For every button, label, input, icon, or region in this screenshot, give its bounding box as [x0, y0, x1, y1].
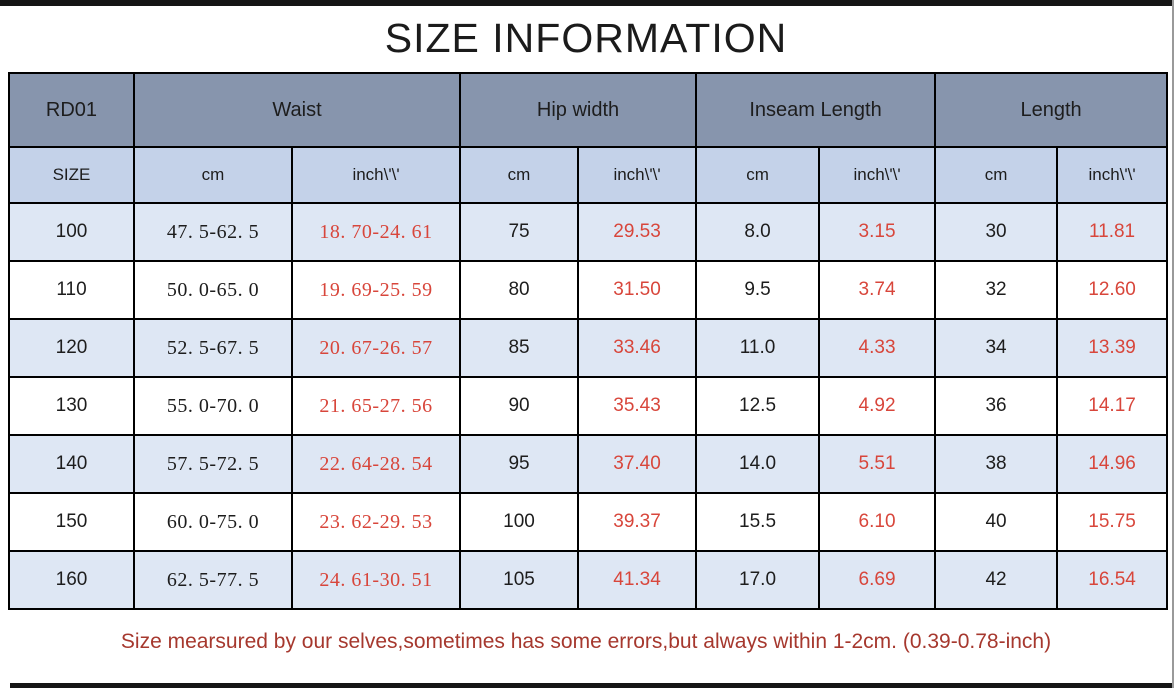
inseam-inch-cell: 3.15 [818, 202, 937, 262]
size-cell: 160 [8, 550, 135, 610]
waist-cm-cell: 50. 0-65. 0 [133, 260, 293, 320]
waist-cm-cell: 60. 0-75. 0 [133, 492, 293, 552]
hip-cm-cell: 90 [459, 376, 580, 436]
size-cell: 130 [8, 376, 135, 436]
size-cell: 100 [8, 202, 135, 262]
length-cm-cell: 32 [934, 260, 1059, 320]
group-header-row: RD01 Waist Hip width Inseam Length Lengt… [8, 72, 1169, 148]
measurement-disclaimer: Size mearsured by our selves,sometimes h… [120, 630, 1052, 653]
waist-cm-cell: 47. 5-62. 5 [133, 202, 293, 262]
waist-cm-cell: 55. 0-70. 0 [133, 376, 293, 436]
unit-header-row: SIZE cm inch\'\' cm inch\'\' cm inch\'\'… [8, 146, 1169, 204]
size-cell: 120 [8, 318, 135, 378]
size-cell: 110 [8, 260, 135, 320]
inseam-inch-cell: 4.92 [818, 376, 937, 436]
length-cm-cell: 36 [934, 376, 1059, 436]
page-title: SIZE INFORMATION [384, 15, 788, 61]
waist-cm-cell: 57. 5-72. 5 [133, 434, 293, 494]
group-header-hip-width: Hip width [459, 72, 698, 148]
hip-inch-cell: 35.43 [577, 376, 698, 436]
waist-inch-cell: 20. 67-26. 57 [290, 318, 462, 378]
hip-cm-cell: 80 [459, 260, 580, 320]
hip-cm-cell: 100 [459, 492, 580, 552]
size-cell: 140 [8, 434, 135, 494]
length-cm-cell: 34 [934, 318, 1059, 378]
waist-inch-cell: 23. 62-29. 53 [290, 492, 462, 552]
inseam-inch-cell: 3.74 [818, 260, 937, 320]
inseam-inch-cell: 4.33 [818, 318, 937, 378]
hip-inch-cell: 41.34 [577, 550, 698, 610]
size-table-row: 110 50. 0-65. 0 19. 69-25. 59 80 31.50 9.5 3.7… [8, 260, 1169, 320]
size-table-row: 130 55. 0-70. 0 21. 65-27. 56 90 35.43 12.5 4.… [8, 376, 1169, 436]
inseam-inch-cell: 6.10 [818, 492, 937, 552]
inseam-cm-cell: 12.5 [695, 376, 821, 436]
inseam-cm-cell: 15.5 [695, 492, 821, 552]
hip-cm-header: cm [459, 146, 580, 204]
waist-inch-cell: 19. 69-25. 59 [290, 260, 462, 320]
inseam-cm-cell: 17.0 [695, 550, 821, 610]
inseam-cm-cell: 11.0 [695, 318, 821, 378]
size-table: RD01 Waist Hip width Inseam Length Lengt… [8, 72, 1169, 610]
length-cm-cell: 40 [934, 492, 1059, 552]
inseam-cm-cell: 14.0 [695, 434, 821, 494]
inseam-cm-cell: 9.5 [695, 260, 821, 320]
length-inch-header: inch\'\' [1056, 146, 1169, 204]
top-border-bar [0, 0, 1172, 6]
size-table-row: 160 62. 5-77. 5 24. 61-30. 51 105 41.34 17.0 6… [8, 550, 1169, 610]
length-cm-cell: 38 [934, 434, 1059, 494]
hip-inch-cell: 31.50 [577, 260, 698, 320]
length-inch-cell: 12.60 [1056, 260, 1169, 320]
hip-inch-cell: 29.53 [577, 202, 698, 262]
hip-cm-cell: 95 [459, 434, 580, 494]
length-inch-cell: 14.96 [1056, 434, 1169, 494]
waist-inch-cell: 21. 65-27. 56 [290, 376, 462, 436]
length-inch-cell: 16.54 [1056, 550, 1169, 610]
inseam-inch-cell: 6.69 [818, 550, 937, 610]
waist-inch-cell: 18. 70-24. 61 [290, 202, 462, 262]
hip-inch-header: inch\'\' [577, 146, 698, 204]
waist-inch-header: inch\'\' [290, 146, 462, 204]
hip-cm-cell: 85 [459, 318, 580, 378]
group-header-inseam-length: Inseam Length [695, 72, 937, 148]
hip-cm-cell: 75 [459, 202, 580, 262]
length-inch-cell: 14.17 [1056, 376, 1169, 436]
model-code-cell: RD01 [8, 72, 135, 148]
waist-inch-cell: 24. 61-30. 51 [290, 550, 462, 610]
inseam-cm-cell: 8.0 [695, 202, 821, 262]
length-cm-header: cm [934, 146, 1059, 204]
length-inch-cell: 11.81 [1056, 202, 1169, 262]
hip-inch-cell: 37.40 [577, 434, 698, 494]
waist-cm-header: cm [133, 146, 293, 204]
length-cm-cell: 30 [934, 202, 1059, 262]
inseam-inch-cell: 5.51 [818, 434, 937, 494]
inseam-cm-header: cm [695, 146, 821, 204]
inseam-inch-header: inch\'\' [818, 146, 937, 204]
length-cm-cell: 42 [934, 550, 1059, 610]
length-inch-cell: 15.75 [1056, 492, 1169, 552]
bottom-border-bar [10, 683, 1172, 688]
size-table-row: 120 52. 5-67. 5 20. 67-26. 57 85 33.46 11.0 4.… [8, 318, 1169, 378]
size-header-cell: SIZE [8, 146, 135, 204]
waist-cm-cell: 52. 5-67. 5 [133, 318, 293, 378]
size-table-row: 150 60. 0-75. 0 23. 62-29. 53 100 39.37 15.5 6… [8, 492, 1169, 552]
length-inch-cell: 13.39 [1056, 318, 1169, 378]
waist-inch-cell: 22. 64-28. 54 [290, 434, 462, 494]
hip-cm-cell: 105 [459, 550, 580, 610]
group-header-waist: Waist [132, 72, 462, 148]
size-table-row: 100 47. 5-62. 5 18. 70-24. 61 75 29.53 8.0 3.1… [8, 202, 1169, 262]
hip-inch-cell: 39.37 [577, 492, 698, 552]
group-header-length: Length [934, 72, 1169, 148]
size-table-row: 140 57. 5-72. 5 22. 64-28. 54 95 37.40 14.0 5.… [8, 434, 1169, 494]
size-cell: 150 [8, 492, 135, 552]
waist-cm-cell: 62. 5-77. 5 [133, 550, 293, 610]
hip-inch-cell: 33.46 [577, 318, 698, 378]
